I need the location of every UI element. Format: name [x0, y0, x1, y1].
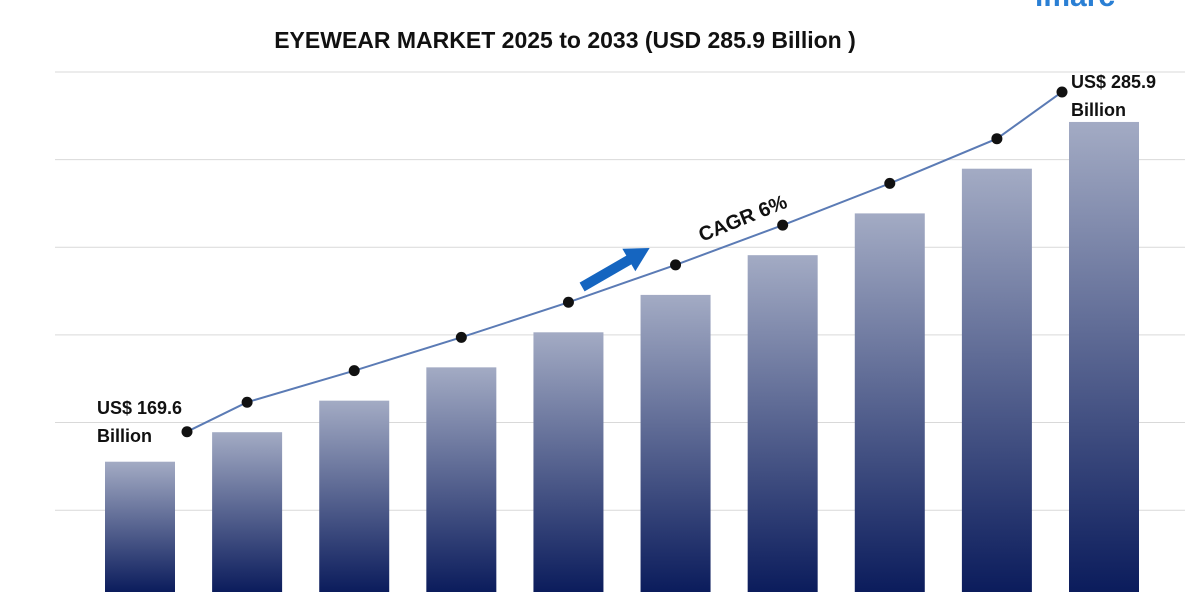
bar	[212, 432, 283, 592]
value-annotation: US$ 169.6	[97, 398, 182, 418]
cagr-label: CAGR 6%	[696, 191, 791, 246]
bar	[533, 332, 604, 592]
value-annotation: Billion	[1071, 100, 1126, 120]
trend-dot	[455, 331, 467, 343]
bar	[426, 367, 497, 592]
trend-dot	[991, 133, 1003, 145]
bar	[640, 294, 711, 592]
bars	[105, 121, 1139, 593]
trend-line	[186, 91, 1063, 433]
trend-dot	[241, 396, 253, 408]
cagr-arrow	[579, 248, 650, 292]
trend-dot	[562, 296, 574, 308]
bar	[1069, 121, 1139, 593]
chart-title: EYEWEAR MARKET 2025 to 2033 (USD 285.9 B…	[274, 27, 856, 53]
trend-dot	[777, 219, 789, 231]
trend-dot	[348, 365, 360, 377]
trend-dot	[670, 259, 682, 271]
value-annotation: Billion	[97, 426, 152, 446]
trend-dot	[884, 177, 896, 189]
arrow-head	[622, 248, 650, 272]
trend-dot	[181, 426, 193, 438]
trend	[181, 86, 1068, 438]
bar	[747, 255, 818, 593]
bar	[319, 400, 390, 592]
logo: imarc	[1035, 0, 1115, 13]
trend-dot	[1056, 86, 1068, 98]
annotations: US$ 169.6 Billion US$ 285.9 Billion	[97, 72, 1156, 446]
bar	[854, 213, 925, 593]
bar	[105, 461, 175, 592]
arrow-shaft	[579, 254, 634, 292]
bar	[961, 168, 1032, 592]
value-annotation: US$ 285.9	[1071, 72, 1156, 92]
